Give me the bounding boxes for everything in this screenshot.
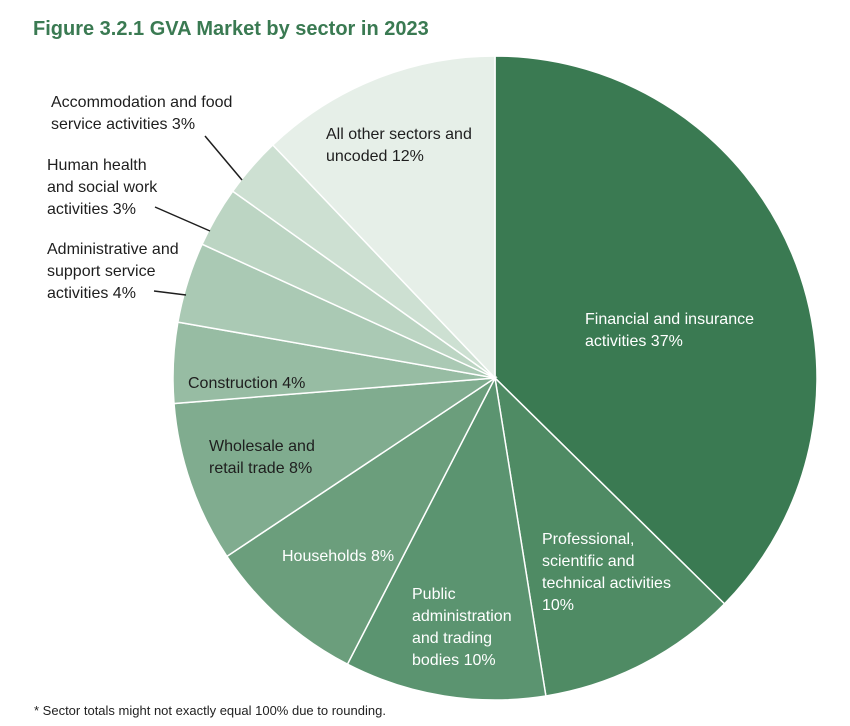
slice-label-accommodation: Accommodation and food service activitie…	[51, 94, 233, 133]
slice-label-wholesale: Wholesale and retail trade 8%	[209, 438, 315, 477]
slice-label-administrative: Administrative and support service activ…	[47, 241, 179, 302]
pie-slice-wholesale	[173, 377, 498, 558]
footnote: * Sector totals might not exactly equal …	[34, 703, 386, 718]
pie-slice-households	[225, 375, 497, 666]
slice-label-construction: Construction 4%	[188, 375, 306, 392]
pie-slice-other	[271, 55, 496, 380]
slice-label-professional: Professional, scientific and technical a…	[542, 531, 671, 614]
pie-slice-public-admin	[346, 375, 547, 701]
slice-label-public-admin: Public administration and trading bodies…	[412, 586, 512, 669]
leader-line-administrative	[153, 290, 187, 296]
pie-slice-financial	[494, 55, 818, 605]
pie-slice-professional	[493, 375, 726, 697]
slice-label-financial: Financial and insurance activities 37%	[585, 311, 754, 350]
leader-line-human-health	[154, 206, 211, 232]
chart-title: Figure 3.2.1 GVA Market by sector in 202…	[33, 18, 429, 40]
slice-label-households: Households 8%	[282, 548, 395, 565]
slice-label-human-health: Human health and social work activities …	[47, 157, 158, 218]
leader-line-accommodation	[204, 135, 243, 181]
slice-label-other: All other sectors and uncoded 12%	[326, 126, 472, 165]
